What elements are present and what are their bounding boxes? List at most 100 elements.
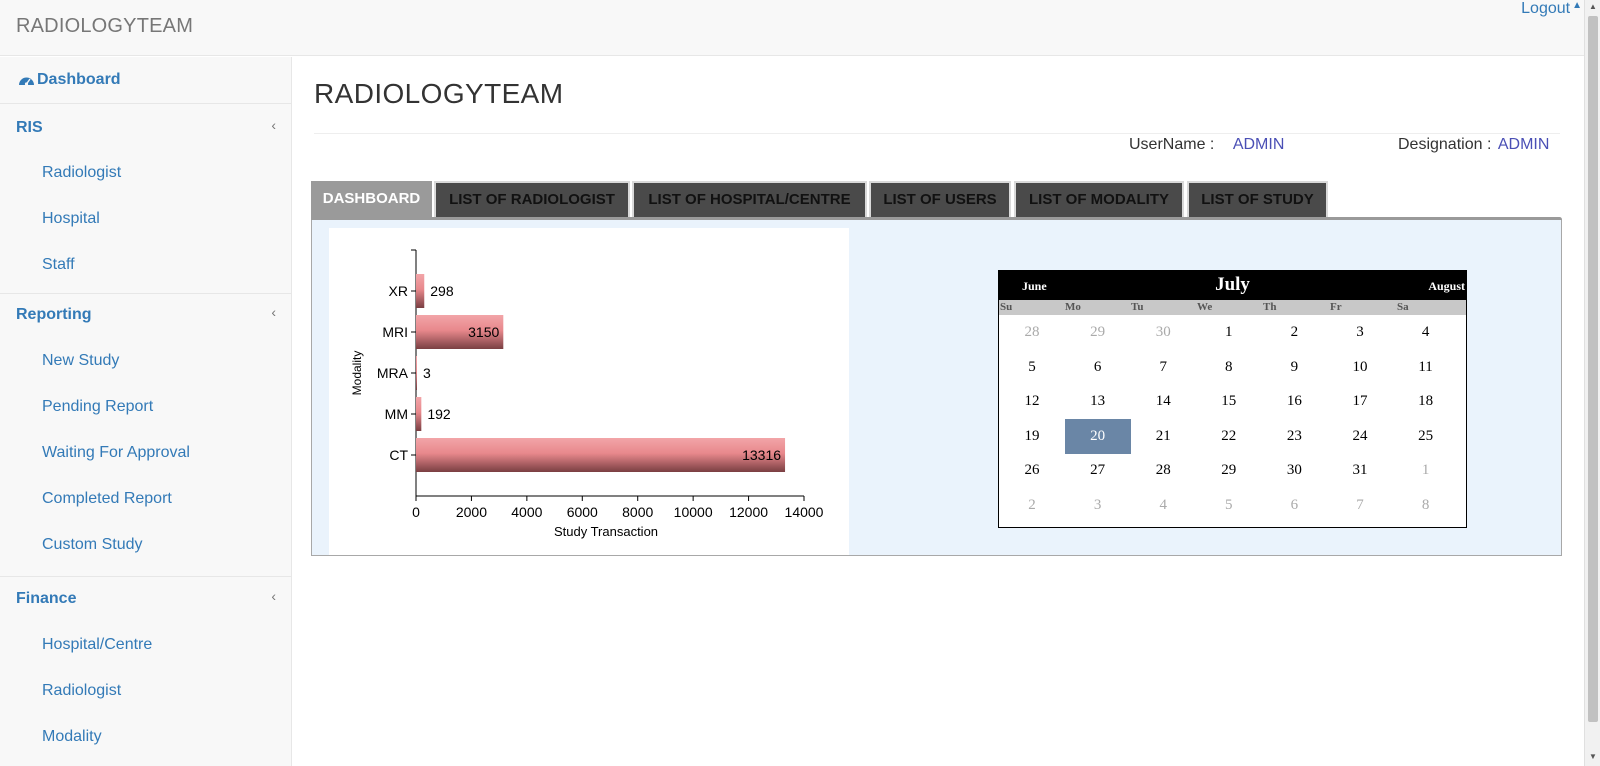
- x-tick-label: 2000: [456, 504, 487, 520]
- sidebar-item-modality[interactable]: Modality: [42, 728, 102, 745]
- calendar-day[interactable]: 12: [1024, 393, 1040, 410]
- calendar-day[interactable]: 28: [1155, 462, 1171, 479]
- calendar-day[interactable]: 29: [1221, 462, 1237, 479]
- calendar-day[interactable]: 2: [1290, 324, 1299, 340]
- calendar-day[interactable]: 5: [1028, 358, 1036, 375]
- tab-list-of-radiologist[interactable]: LIST OF RADIOLOGIST: [434, 181, 630, 217]
- scrollbar-thumb[interactable]: [1588, 16, 1598, 722]
- calendar-day[interactable]: 3: [1093, 497, 1102, 513]
- calendar-day[interactable]: 5: [1225, 497, 1233, 513]
- sidebar-section-title[interactable]: Finance: [16, 590, 77, 607]
- calendar-day[interactable]: 14: [1155, 393, 1171, 410]
- chevron-left-icon[interactable]: ‹: [271, 304, 276, 320]
- dashboard-icon: [19, 77, 34, 86]
- scroll-up-icon[interactable]: ▲: [1589, 2, 1597, 11]
- sidebar-item-dashboard[interactable]: Dashboard: [0, 57, 292, 104]
- sidebar-item-completed-report[interactable]: Completed Report: [42, 490, 172, 507]
- calendar-day[interactable]: 3: [1356, 324, 1364, 340]
- calendar-day[interactable]: 4: [1159, 497, 1167, 513]
- calendar-prev-month[interactable]: June: [1022, 279, 1047, 293]
- calendar-day[interactable]: 23: [1286, 427, 1302, 444]
- tab-list-of-hospital-centre[interactable]: LIST OF HOSPITAL/CENTRE: [632, 181, 867, 217]
- y-tick-label: XR: [389, 283, 408, 299]
- calendar-day[interactable]: 8: [1225, 358, 1233, 375]
- scroll-down-icon[interactable]: ▼: [1589, 752, 1597, 761]
- calendar-header: June July August: [999, 271, 1466, 300]
- calendar-day[interactable]: 6: [1290, 497, 1299, 513]
- calendar-day[interactable]: 28: [1024, 324, 1040, 340]
- caret-up-icon: ▲: [1572, 0, 1582, 11]
- calendar-day[interactable]: 2: [1028, 497, 1036, 513]
- calendar-day[interactable]: 4: [1421, 324, 1430, 340]
- brand-logo[interactable]: RADIOLOGYTEAM: [16, 15, 194, 37]
- calendar-day[interactable]: 31: [1352, 462, 1368, 479]
- sidebar-item-custom-study[interactable]: Custom Study: [42, 536, 143, 553]
- calendar-day[interactable]: 6: [1093, 358, 1102, 375]
- y-tick-label: MM: [385, 406, 408, 422]
- calendar-day[interactable]: 11: [1418, 358, 1433, 375]
- sidebar-section-title[interactable]: Reporting: [16, 306, 92, 323]
- designation-info: Designation : ADMIN: [1398, 136, 1549, 154]
- calendar-day[interactable]: 20: [1064, 418, 1131, 454]
- top-navbar: RADIOLOGYTEAM Logout ▲: [0, 0, 1584, 56]
- calendar-day[interactable]: 18: [1418, 393, 1434, 410]
- username-label: UserName :: [1129, 136, 1215, 153]
- x-tick-label: 8000: [622, 504, 653, 520]
- sidebar-divider: [0, 576, 292, 577]
- calendar-day[interactable]: 29: [1090, 324, 1106, 340]
- calendar-day[interactable]: 24: [1352, 427, 1368, 444]
- bar-xr: [416, 274, 425, 308]
- calendar-day[interactable]: 9: [1290, 358, 1299, 375]
- weekday-label: We: [1197, 301, 1213, 313]
- calendar-day[interactable]: 7: [1159, 358, 1167, 375]
- calendar-day[interactable]: 10: [1352, 358, 1368, 375]
- calendar-next-month[interactable]: August: [1428, 279, 1465, 293]
- calendar-day[interactable]: 19: [1024, 427, 1040, 444]
- calendar-day[interactable]: 30: [1286, 462, 1302, 479]
- sidebar-item-hospital-centre[interactable]: Hospital/Centre: [42, 636, 153, 653]
- sidebar: Dashboard RIS ‹ Radiologist Hospital Sta…: [0, 57, 292, 766]
- sidebar-item-new-study[interactable]: New Study: [42, 352, 120, 369]
- calendar: June July August Su Mo Tu We Th Fr Sa 28…: [998, 270, 1467, 528]
- tab-list-of-modality[interactable]: LIST OF MODALITY: [1014, 181, 1184, 217]
- sidebar-item-hospital[interactable]: Hospital: [42, 210, 100, 227]
- calendar-day[interactable]: 16: [1286, 393, 1302, 410]
- calendar-day[interactable]: 17: [1352, 393, 1368, 410]
- sidebar-section-title[interactable]: RIS: [16, 119, 43, 136]
- calendar-day[interactable]: 26: [1024, 462, 1040, 479]
- calendar-day[interactable]: 1: [1225, 324, 1233, 340]
- bar-mm: [416, 397, 422, 431]
- calendar-day[interactable]: 25: [1418, 427, 1434, 444]
- tab-list-of-users[interactable]: LIST OF USERS: [869, 181, 1011, 217]
- calendar-day[interactable]: 13: [1090, 393, 1106, 410]
- bar-value-label: 192: [427, 406, 451, 422]
- bar-chart-svg: 0 2000 4000 6000 8000 10000 12000 14000 Study Tr…: [350, 249, 824, 539]
- bar-value-label: 298: [430, 283, 454, 299]
- x-tick-label: 6000: [567, 504, 598, 520]
- calendar-day[interactable]: 22: [1221, 427, 1237, 444]
- page-scrollbar[interactable]: ▲ ▼: [1584, 0, 1600, 766]
- calendar-day[interactable]: 30: [1155, 324, 1171, 340]
- tab-list-of-study[interactable]: LIST OF STUDY: [1187, 181, 1328, 217]
- sidebar-item-pending-report[interactable]: Pending Report: [42, 398, 154, 415]
- sidebar-item-radiologist[interactable]: Radiologist: [42, 164, 122, 181]
- y-tick-label: CT: [389, 447, 408, 463]
- y-tick-label: MRI: [382, 324, 408, 340]
- chevron-left-icon[interactable]: ‹: [271, 588, 276, 604]
- calendar-day[interactable]: 1: [1421, 462, 1430, 479]
- bar-mri: [416, 315, 504, 349]
- logout-link[interactable]: Logout ▲: [1521, 0, 1582, 18]
- calendar-day[interactable]: 8: [1421, 497, 1430, 513]
- calendar-day[interactable]: 7: [1356, 497, 1364, 513]
- logout-label[interactable]: Logout: [1521, 0, 1571, 17]
- sidebar-item-staff[interactable]: Staff: [42, 256, 75, 273]
- tab-dashboard[interactable]: DASHBOARD: [311, 181, 432, 219]
- page-title: RADIOLOGYTEAM: [314, 78, 564, 109]
- sidebar-item-radiologist[interactable]: Radiologist: [42, 682, 122, 699]
- calendar-day[interactable]: 27: [1090, 462, 1106, 479]
- sidebar-item-waiting-for-approval[interactable]: Waiting For Approval: [42, 444, 190, 461]
- weekday-label: Fr: [1330, 301, 1342, 313]
- calendar-day[interactable]: 15: [1221, 393, 1237, 410]
- chevron-left-icon[interactable]: ‹: [271, 117, 276, 133]
- calendar-day[interactable]: 21: [1155, 427, 1171, 444]
